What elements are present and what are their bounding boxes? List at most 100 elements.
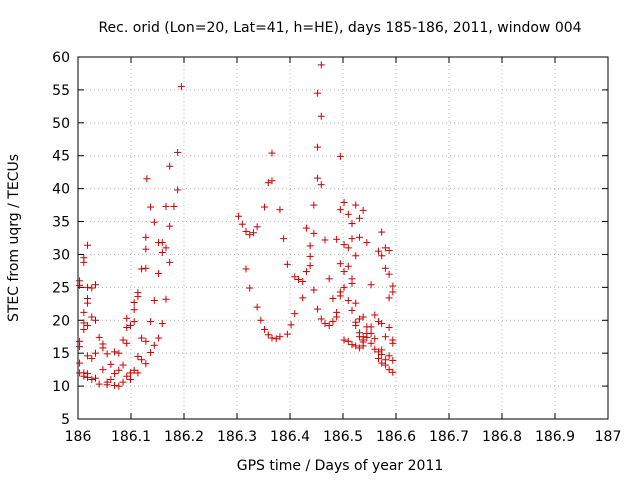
data-point bbox=[88, 284, 96, 292]
data-point bbox=[348, 279, 356, 287]
data-point bbox=[378, 228, 386, 236]
data-point bbox=[385, 270, 393, 278]
data-point bbox=[246, 284, 254, 292]
x-tick-label: 187 bbox=[595, 429, 622, 445]
data-point bbox=[91, 349, 99, 357]
data-point bbox=[99, 344, 107, 352]
data-point bbox=[385, 352, 393, 360]
data-point bbox=[95, 380, 103, 388]
data-point bbox=[142, 245, 150, 253]
data-point bbox=[80, 372, 88, 380]
data-point bbox=[317, 61, 325, 69]
data-point bbox=[329, 295, 337, 303]
data-point bbox=[367, 339, 375, 347]
data-point bbox=[381, 361, 389, 369]
data-point bbox=[103, 350, 111, 358]
data-point bbox=[162, 295, 170, 303]
data-point bbox=[291, 310, 299, 318]
data-point bbox=[84, 322, 92, 330]
data-point bbox=[375, 354, 383, 362]
data-point bbox=[150, 297, 158, 305]
data-point bbox=[95, 333, 103, 341]
data-point bbox=[276, 206, 284, 214]
data-point bbox=[142, 360, 150, 368]
data-point bbox=[162, 202, 170, 210]
data-point bbox=[147, 349, 155, 357]
data-point bbox=[314, 305, 322, 313]
data-point bbox=[344, 297, 352, 305]
x-axis-label: GPS time / Days of year 2011 bbox=[237, 458, 444, 474]
data-point bbox=[261, 325, 269, 333]
data-point bbox=[291, 273, 299, 281]
data-point bbox=[317, 112, 325, 120]
data-point bbox=[375, 247, 383, 255]
data-point bbox=[150, 218, 158, 226]
data-point bbox=[115, 366, 123, 374]
data-point bbox=[76, 343, 84, 351]
data-point bbox=[119, 336, 127, 344]
data-point bbox=[249, 229, 257, 237]
x-tick-label: 186.2 bbox=[164, 429, 204, 445]
data-point bbox=[321, 236, 329, 244]
data-point bbox=[389, 282, 397, 290]
data-point bbox=[340, 336, 348, 344]
data-point bbox=[88, 376, 96, 384]
data-point bbox=[174, 148, 182, 156]
data-point bbox=[340, 241, 348, 249]
data-point bbox=[348, 306, 356, 314]
data-point bbox=[310, 286, 318, 294]
data-point bbox=[119, 378, 127, 386]
data-point bbox=[381, 333, 389, 341]
data-point bbox=[268, 149, 276, 157]
data-point bbox=[268, 177, 276, 185]
data-point bbox=[314, 143, 322, 151]
data-point bbox=[336, 152, 344, 160]
data-point bbox=[170, 202, 178, 210]
data-point bbox=[115, 382, 123, 390]
data-point bbox=[306, 242, 314, 250]
data-point bbox=[80, 319, 88, 327]
data-point bbox=[363, 239, 371, 247]
data-point bbox=[344, 262, 352, 270]
data-point bbox=[344, 210, 352, 218]
data-point bbox=[352, 342, 360, 350]
data-point bbox=[115, 349, 123, 357]
data-point bbox=[138, 356, 146, 364]
data-point bbox=[174, 186, 182, 194]
data-point bbox=[378, 359, 386, 367]
data-point bbox=[280, 235, 288, 243]
data-point bbox=[325, 275, 333, 283]
data-point bbox=[84, 299, 92, 307]
data-point bbox=[166, 162, 174, 170]
x-tick-label: 186.5 bbox=[323, 429, 363, 445]
ticks: 186 186.1 186.2 186.3 186.4 186.5 186.6 186.7 18… bbox=[52, 50, 621, 445]
data-point bbox=[381, 264, 389, 272]
data-point bbox=[80, 258, 88, 266]
data-point bbox=[340, 268, 348, 276]
data-point bbox=[306, 252, 314, 260]
data-point bbox=[158, 248, 166, 256]
y-axis-label: STEC from uqrg / TECUs bbox=[6, 154, 22, 322]
data-point bbox=[253, 303, 261, 311]
data-point bbox=[336, 206, 344, 214]
data-point bbox=[84, 283, 92, 291]
data-point bbox=[340, 283, 348, 291]
chart-title: Rec. orid (Lon=20, Lat=41, h=HE), days 1… bbox=[98, 20, 581, 36]
data-point bbox=[329, 318, 337, 326]
y-tick-label: 55 bbox=[52, 83, 70, 99]
data-point bbox=[352, 201, 360, 209]
data-point bbox=[348, 235, 356, 243]
data-point bbox=[80, 325, 88, 333]
data-point bbox=[389, 288, 397, 296]
data-point bbox=[310, 229, 318, 237]
data-point bbox=[381, 244, 389, 252]
data-point bbox=[385, 247, 393, 255]
data-point bbox=[242, 227, 250, 235]
data-point bbox=[123, 324, 131, 332]
data-point bbox=[257, 316, 265, 324]
data-point bbox=[283, 260, 291, 268]
y-tick-label: 25 bbox=[52, 280, 70, 296]
data-point bbox=[246, 231, 254, 239]
y-tick-label: 40 bbox=[52, 182, 70, 198]
x-tick-label: 186.3 bbox=[217, 429, 257, 445]
